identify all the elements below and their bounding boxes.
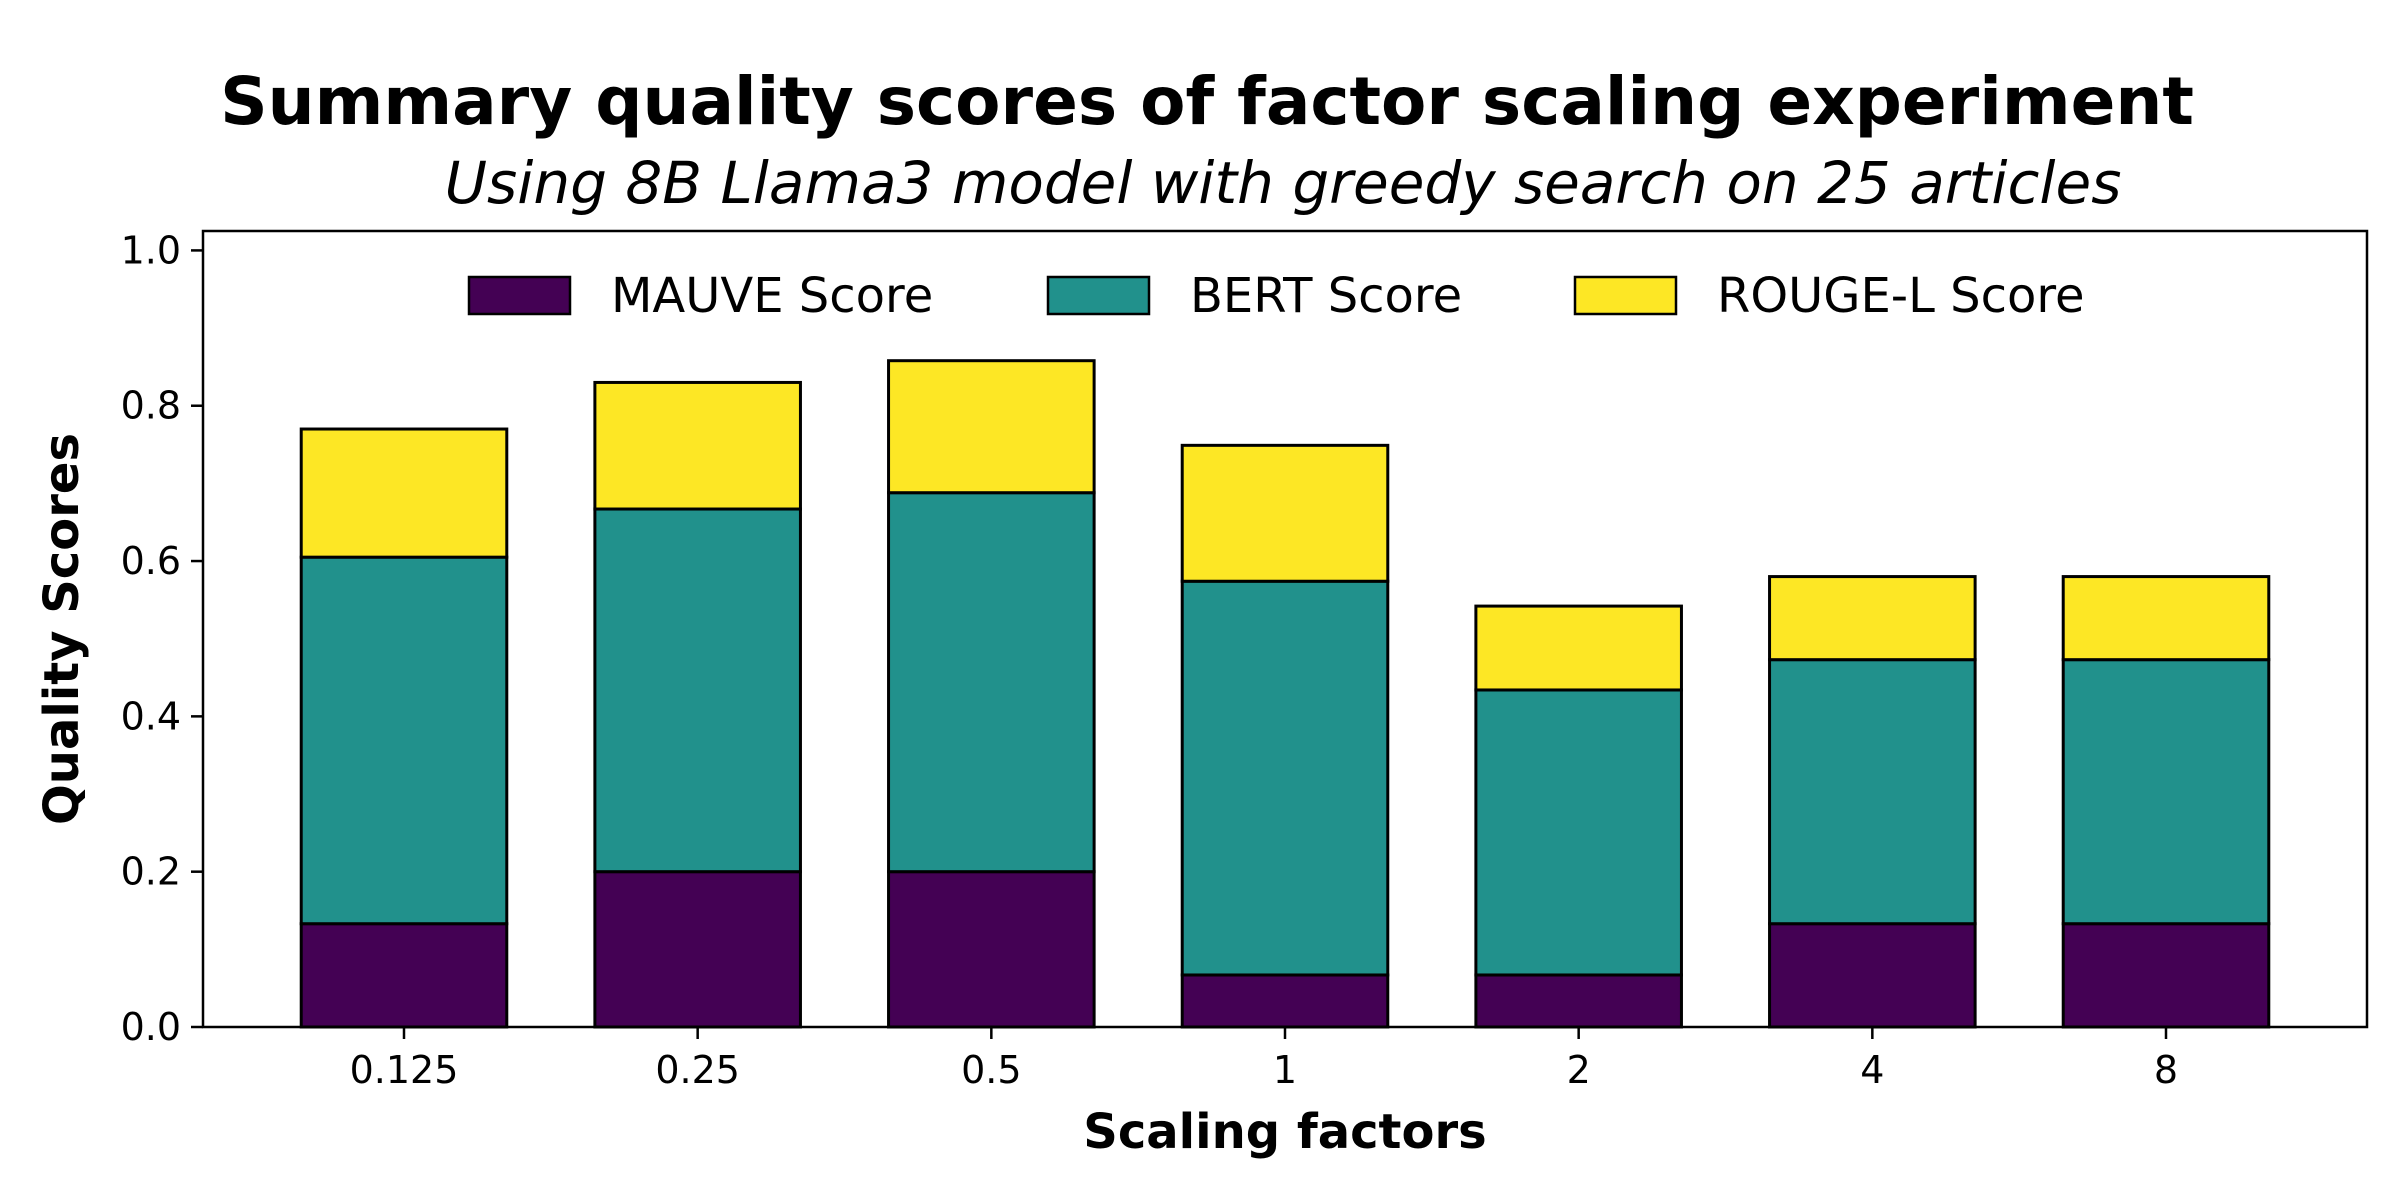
legend-swatch-1 — [467, 275, 572, 316]
x-tick-label: 0.5 — [961, 1048, 1021, 1092]
bar-segment-2-3 — [887, 491, 1096, 874]
plot-frame — [201, 229, 2369, 1029]
bar-segment-2-7 — [2061, 658, 2271, 926]
y-tick-label: 0.6 — [121, 539, 181, 583]
chart-title: Summary quality scores of factor scaling… — [220, 63, 2194, 140]
bar-segment-1-4 — [1180, 973, 1390, 1029]
x-tick-label: 8 — [2154, 1048, 2178, 1092]
x-axis-label: Scaling factors — [1083, 1104, 1486, 1160]
bar-segment-3-6 — [1768, 575, 1977, 662]
legend-swatch-2 — [1046, 275, 1151, 316]
bar-segment-3-3 — [887, 359, 1096, 495]
bar-segment-1-6 — [1768, 922, 1977, 1029]
bar-segment-2-2 — [593, 507, 802, 874]
bar-segment-3-2 — [593, 380, 802, 511]
x-tick-label: 0.25 — [655, 1048, 740, 1092]
bars-layer — [299, 359, 2271, 1029]
legend-label-1: MAUVE Score — [611, 268, 933, 324]
legend-swatch-3 — [1573, 275, 1678, 316]
bar-segment-3-5 — [1474, 604, 1683, 692]
y-tick-label: 0.8 — [121, 384, 181, 428]
legend-label-3: ROUGE-L Score — [1717, 268, 2085, 324]
bar-segment-2-4 — [1180, 579, 1390, 977]
chart-subtitle: Using 8B Llama3 model with greedy search… — [445, 149, 2122, 217]
ticks-layer: 0.125 0.25 0.5 1 2 4 8 0.0 0.2 0.4 0.6 0.8 1.0 — [121, 228, 2179, 1092]
x-tick-label: 1 — [1273, 1048, 1297, 1092]
bar-segment-1-2 — [593, 870, 802, 1029]
bar-segment-1-5 — [1474, 973, 1683, 1029]
bar-segment-2-6 — [1768, 658, 1977, 926]
bar-segment-2-5 — [1474, 688, 1683, 977]
bar-segment-2-1 — [299, 555, 509, 926]
bar-segment-3-1 — [299, 427, 509, 559]
legend: MAUVE Score BERT Score ROUGE-L Score — [467, 268, 2085, 324]
legend-label-2: BERT Score — [1190, 268, 1462, 324]
bar-segment-1-7 — [2061, 922, 2271, 1029]
x-tick-label: 2 — [1567, 1048, 1591, 1092]
bar-segment-1-1 — [299, 922, 509, 1029]
x-tick-label: 4 — [1860, 1048, 1884, 1092]
y-tick-label: 1.0 — [121, 228, 181, 272]
y-tick-label: 0.4 — [121, 694, 181, 738]
y-tick-label: 0.2 — [121, 850, 181, 894]
bar-segment-3-4 — [1180, 443, 1390, 583]
bar-segment-1-3 — [887, 870, 1096, 1029]
bar-segment-3-7 — [2061, 575, 2271, 662]
y-tick-label: 0.0 — [121, 1005, 181, 1049]
y-axis-label: Quality Scores — [34, 433, 90, 825]
x-tick-label: 0.125 — [350, 1048, 459, 1092]
